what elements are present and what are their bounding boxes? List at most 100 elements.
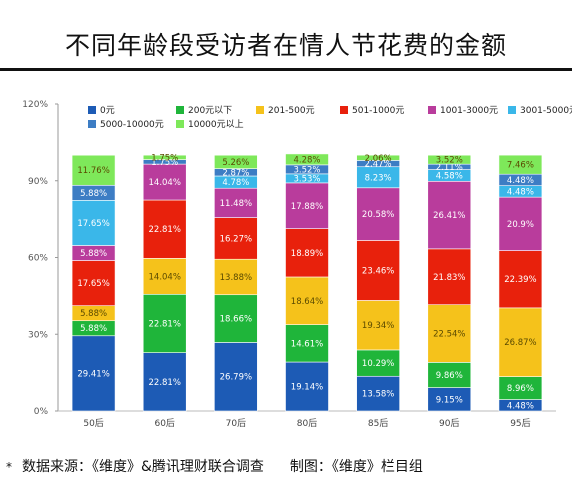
data-label: 10.29% — [362, 359, 394, 369]
x-tick-label: 95后 — [510, 418, 530, 429]
bar-segment — [71, 154, 116, 186]
data-label: 9.86% — [436, 371, 463, 381]
data-label: 18.66% — [220, 315, 252, 325]
data-label: 7.46% — [507, 161, 534, 171]
footer-source: 数据来源：《维度》&腾讯理财联合调查 — [22, 459, 264, 475]
data-label: 29.41% — [77, 369, 109, 379]
footer: * 数据来源：《维度》&腾讯理财联合调查 制图：《维度》栏目组 — [6, 456, 566, 476]
x-tick-label: 70后 — [226, 418, 246, 429]
legend-label: 10000元以上 — [188, 119, 244, 130]
y-tick-label: 120% — [22, 100, 48, 110]
footer-credit: 制图：《维度》栏目组 — [289, 459, 423, 475]
data-label: 26.79% — [220, 373, 252, 383]
data-label: 5.88% — [80, 324, 107, 334]
bar-segment — [498, 250, 543, 309]
data-label: 4.48% — [507, 401, 534, 411]
footer-bullet: * — [6, 460, 12, 474]
data-label: 4.48% — [507, 187, 534, 197]
data-label: 21.83% — [433, 273, 465, 283]
legend-swatch — [176, 106, 184, 114]
bar-segment — [285, 324, 329, 363]
data-label: 17.65% — [77, 279, 109, 289]
bar-segment — [142, 199, 187, 259]
data-label: 3.53% — [293, 174, 320, 184]
legend-label: 3001-5000元 — [520, 106, 572, 116]
stacked-bar-chart: 0% 30% 60% 90% 120% 29.41% 5.88% 5.88% 17.65% 5.8… — [22, 100, 572, 429]
bar-segment — [214, 342, 258, 412]
data-label: 2.06% — [365, 154, 392, 164]
data-label: 17.88% — [291, 202, 323, 212]
bar-segment — [214, 258, 258, 296]
bar-segment — [427, 180, 472, 250]
data-label: 1.75% — [151, 158, 178, 168]
bar-segment — [142, 154, 187, 160]
data-label: 20.58% — [362, 210, 394, 220]
data-label: 19.14% — [291, 383, 323, 393]
data-label: 5.88% — [80, 249, 107, 259]
data-label: 26.41% — [433, 211, 465, 221]
bar-segment — [427, 154, 472, 165]
data-label: 4.28% — [293, 155, 320, 165]
bar-segment — [427, 362, 472, 388]
y-tick-label: 0% — [34, 407, 49, 417]
data-label: 8.96% — [507, 384, 534, 394]
bar-segment — [356, 187, 400, 241]
bar-segment — [142, 163, 187, 201]
data-label: 23.46% — [362, 266, 394, 276]
x-tick-label: 60后 — [154, 418, 174, 429]
data-label: 18.89% — [291, 249, 323, 259]
bar-segment — [285, 182, 329, 229]
bar-segment — [285, 228, 329, 278]
data-label: 2.87% — [222, 168, 249, 178]
data-label: 2.47% — [365, 160, 392, 170]
data-label: 18.64% — [291, 297, 323, 307]
bar-segment — [356, 349, 400, 377]
bar-segment — [214, 187, 258, 218]
bar-segment — [142, 293, 187, 353]
bar-segment — [142, 352, 187, 412]
bar-segment — [214, 154, 258, 169]
data-label: 9.15% — [436, 395, 463, 405]
data-label: 20.9% — [507, 220, 534, 230]
data-label: 5.26% — [222, 158, 249, 168]
chart-title: 不同年龄段受访者在情人节花费的金额 — [64, 31, 507, 60]
data-label: 1.75% — [151, 153, 178, 163]
x-tick-label: 80后 — [297, 418, 317, 429]
legend-swatch — [88, 120, 96, 128]
data-label: 14.04% — [149, 178, 181, 188]
data-label: 11.48% — [220, 199, 252, 209]
legend-label: 201-500元 — [268, 106, 315, 116]
bar-segment — [285, 276, 329, 325]
legend-label: 200元以下 — [188, 106, 232, 116]
bar-segment — [356, 375, 400, 412]
data-label: 4.78% — [222, 178, 249, 188]
x-tick-label: 50后 — [83, 418, 103, 429]
title-divider — [0, 68, 572, 71]
legend-label: 5000-10000元 — [100, 120, 164, 130]
legend-label: 0元 — [100, 106, 115, 116]
bar-segment — [356, 300, 400, 351]
data-label: 22.81% — [149, 378, 181, 388]
bar-segment — [142, 258, 187, 295]
data-label: 22.54% — [433, 330, 465, 340]
data-label: 3.52% — [436, 156, 463, 166]
legend-swatch — [176, 120, 184, 128]
bar-segment — [356, 240, 400, 301]
bar-segment — [71, 200, 116, 246]
data-label: 4.58% — [436, 171, 463, 181]
bar-segment — [71, 335, 116, 412]
y-tick-label: 90% — [28, 177, 48, 187]
legend-swatch — [88, 106, 96, 114]
legend-swatch — [428, 106, 436, 114]
data-label: 17.65% — [77, 219, 109, 229]
bar-segment — [214, 217, 258, 260]
data-label: 5.88% — [80, 189, 107, 199]
legend-swatch — [508, 106, 516, 114]
legend-swatch — [256, 106, 264, 114]
data-label: 22.81% — [149, 225, 181, 235]
data-label: 3.52% — [293, 165, 320, 175]
data-label: 26.87% — [504, 338, 536, 348]
bar-segment — [498, 196, 543, 251]
y-tick-label: 60% — [28, 254, 48, 264]
x-tick-label: 85后 — [368, 418, 388, 429]
